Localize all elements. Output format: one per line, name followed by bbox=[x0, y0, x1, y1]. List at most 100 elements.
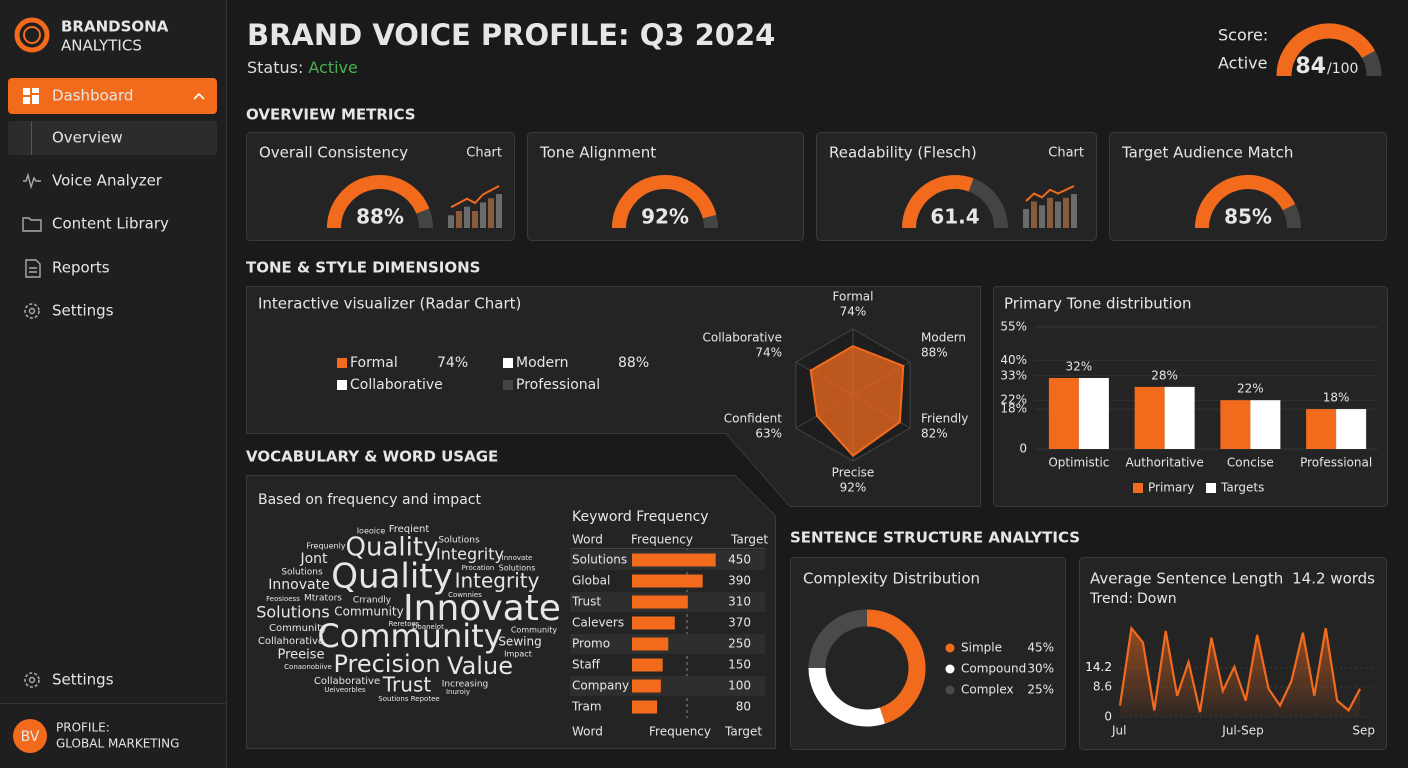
status-value: Active bbox=[308, 58, 358, 77]
spark-bar bbox=[456, 211, 462, 228]
radar-label: Modern bbox=[921, 331, 966, 345]
frequency-bar bbox=[632, 637, 669, 651]
table-word: Company bbox=[572, 679, 629, 693]
table-target: 100 bbox=[728, 679, 751, 693]
cloud-word: Sewing bbox=[498, 635, 541, 649]
radar-area bbox=[809, 345, 905, 458]
cloud-word: Feosioess bbox=[266, 595, 300, 603]
table-target: 310 bbox=[728, 595, 751, 609]
spark-bar bbox=[488, 198, 494, 228]
nav-active[interactable] bbox=[8, 78, 217, 114]
spark-bar bbox=[1039, 205, 1045, 228]
legend-label: Modern bbox=[516, 355, 569, 371]
legend-dot bbox=[945, 685, 955, 695]
donut-segment bbox=[866, 609, 926, 724]
nav-item[interactable]: Content Library bbox=[52, 215, 169, 233]
cloud-word: Solutions bbox=[281, 568, 323, 578]
nav-sub[interactable] bbox=[8, 121, 217, 155]
table-header: Frequency bbox=[631, 533, 693, 547]
score-status: Active bbox=[1218, 54, 1268, 73]
data-label: 32% bbox=[1066, 360, 1093, 374]
folder-icon bbox=[22, 217, 42, 232]
radar-value: 74% bbox=[840, 305, 867, 319]
cloud-word: Solutions bbox=[256, 603, 330, 622]
legend-swatch bbox=[503, 380, 513, 390]
cloud-word: Ioeoice bbox=[357, 527, 386, 536]
radar-label: Formal bbox=[833, 290, 874, 304]
nav-item[interactable]: Voice Analyzer bbox=[52, 172, 163, 190]
y-tick-label: 14.2 bbox=[1085, 660, 1112, 674]
cloud-word: Procation bbox=[462, 564, 495, 572]
table-word: Calevers bbox=[572, 616, 624, 630]
tone-card bbox=[246, 286, 981, 507]
sidebar bbox=[0, 0, 226, 768]
cloud-word: Soutions Repotee bbox=[378, 695, 439, 703]
cloud-word: Quality bbox=[346, 533, 439, 563]
logo-inner bbox=[23, 26, 41, 44]
report-icon bbox=[25, 259, 41, 278]
legend-value: 30% bbox=[1027, 662, 1054, 676]
spark-bar bbox=[1023, 209, 1029, 228]
x-tick-label: Jul bbox=[1111, 724, 1126, 738]
legend-swatch bbox=[1133, 483, 1143, 493]
bar bbox=[1134, 386, 1165, 449]
y-tick-label: 0 bbox=[1104, 710, 1112, 724]
table-target: 370 bbox=[728, 616, 751, 630]
x-tick-label: Authoritative bbox=[1125, 456, 1203, 470]
logo bbox=[14, 17, 50, 53]
table-word: Trust bbox=[571, 595, 601, 609]
card-tag: Chart bbox=[1048, 146, 1084, 161]
y-tick-label: 18% bbox=[1000, 402, 1027, 416]
spark-bar bbox=[480, 202, 486, 228]
line-area bbox=[1120, 628, 1360, 717]
data-label: 28% bbox=[1151, 368, 1178, 382]
cloud-word: Inuroiy bbox=[446, 688, 470, 696]
radar-value: 74% bbox=[755, 346, 782, 360]
donut-segment bbox=[808, 609, 868, 669]
table-footer: Frequency bbox=[649, 725, 711, 739]
nav-item[interactable]: Overview bbox=[52, 129, 123, 147]
card-tag: Chart bbox=[466, 146, 502, 161]
y-tick-label: 14.2 bbox=[1085, 660, 1112, 674]
table-target: 390 bbox=[728, 574, 751, 588]
frequency-bar bbox=[632, 595, 688, 609]
table-footer: Target bbox=[724, 725, 762, 739]
spark-bar bbox=[1055, 201, 1061, 228]
nav-item[interactable]: Dashboard bbox=[52, 87, 133, 105]
table-title: Keyword Frequency bbox=[572, 509, 709, 525]
table-word: Promo bbox=[572, 637, 610, 651]
frequency-bar bbox=[632, 616, 675, 630]
nav-item[interactable]: Settings bbox=[52, 671, 114, 689]
radar-label: Friendly bbox=[921, 412, 968, 426]
y-tick-label: 40% bbox=[1000, 353, 1027, 367]
spark-bar bbox=[1071, 194, 1077, 228]
data-label: 18% bbox=[1323, 391, 1350, 405]
legend-swatch bbox=[337, 380, 347, 390]
nav-item[interactable]: Reports bbox=[52, 259, 110, 277]
cloud-word: Innovate bbox=[268, 577, 329, 593]
radar-value: 92% bbox=[840, 481, 867, 495]
status-label: Status: bbox=[247, 58, 303, 77]
radar-value: 63% bbox=[755, 427, 782, 441]
cloud-word: Precision bbox=[333, 650, 440, 678]
gauge-fill bbox=[902, 175, 974, 229]
bar bbox=[1250, 400, 1281, 449]
table-word: Solutions bbox=[572, 553, 627, 567]
table-header: Target bbox=[730, 533, 768, 547]
bar bbox=[1220, 400, 1251, 449]
trend-value: Down bbox=[1137, 591, 1177, 607]
nav-item[interactable]: Settings bbox=[52, 302, 114, 320]
section-title: TONE & STYLE DIMENSIONS bbox=[246, 259, 481, 277]
cloud-word: Freqient bbox=[389, 524, 430, 535]
x-tick-label: Concise bbox=[1227, 456, 1274, 470]
cloud-word: Conaonobiive bbox=[284, 663, 332, 671]
avatar[interactable] bbox=[13, 719, 47, 753]
profile-name: GLOBAL MARKETING bbox=[56, 737, 179, 751]
frequency-bar bbox=[632, 658, 663, 672]
bar bbox=[1078, 378, 1109, 449]
spark-bar bbox=[472, 211, 478, 228]
avatar-initials: BV bbox=[21, 729, 40, 745]
gauge-fill bbox=[612, 175, 717, 229]
table-target: 250 bbox=[728, 637, 751, 651]
